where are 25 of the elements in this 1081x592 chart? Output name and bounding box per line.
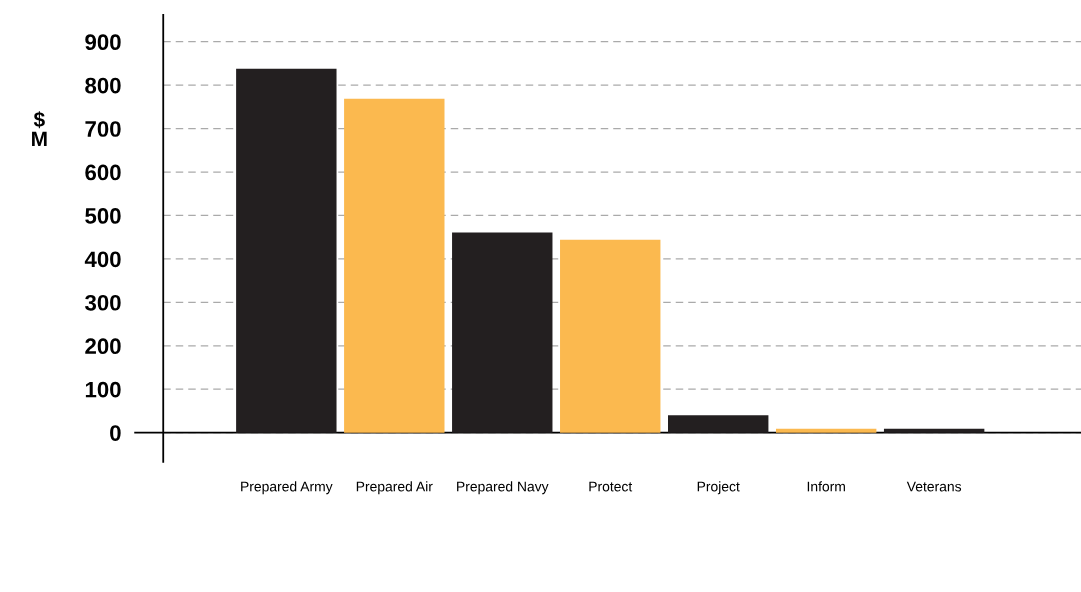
x-tick-label: Inform: [807, 481, 845, 492]
bar: [668, 415, 769, 433]
y-axis-title: $ M: [32, 111, 47, 147]
x-tick-label: Veterans: [906, 481, 962, 492]
x-tick-label: Project: [697, 481, 740, 495]
y-tick-label: 400: [84, 251, 121, 268]
bar: [883, 428, 985, 433]
y-tick-label: 200: [85, 338, 121, 355]
y-tick-label: 300: [85, 294, 121, 311]
y-tick-label: 900: [85, 34, 121, 50]
x-tick-label: Prepared Air: [356, 481, 433, 495]
y-tick-label: 600: [85, 164, 121, 181]
y-tick-label: 800: [85, 77, 121, 94]
x-tick-label: Protect: [589, 481, 633, 492]
x-tick-label: Prepared Army: [241, 481, 333, 495]
y-tick-label: 0: [110, 425, 121, 441]
x-tick-label: Prepared Navy: [457, 481, 549, 495]
y-tick-label: 100: [85, 381, 121, 398]
bar: [560, 239, 661, 433]
y-tick-label: 500: [85, 208, 121, 224]
bar: [775, 428, 877, 433]
bar: [236, 68, 337, 433]
y-tick-label: 700: [85, 121, 121, 137]
bar: [344, 98, 445, 433]
bar: [452, 232, 553, 433]
